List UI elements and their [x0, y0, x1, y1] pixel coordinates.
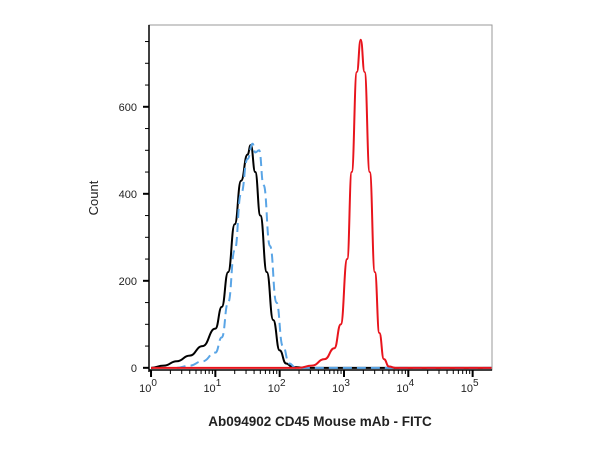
- y-tick-label: 0: [131, 363, 137, 375]
- series-layer: [151, 38, 492, 369]
- series-line-1: [176, 142, 492, 369]
- x-tick-label: 101: [203, 378, 221, 395]
- y-tick-label: 200: [119, 276, 137, 288]
- axes-layer: 0 200 400 600 100 101 102 103 104 105: [119, 41, 479, 395]
- y-tick-label: 400: [119, 189, 137, 201]
- plot-frame: [148, 24, 493, 371]
- x-tick-label: 105: [461, 378, 479, 395]
- y-axis-label: Count: [86, 180, 101, 215]
- x-tick-label: 103: [332, 378, 350, 395]
- series-line-2: [151, 38, 492, 369]
- x-tick-label: 100: [139, 378, 157, 395]
- x-axis-label: Ab094902 CD45 Mouse mAb - FITC: [208, 414, 432, 429]
- x-tick-label: 104: [396, 378, 414, 395]
- y-tick-label: 600: [119, 102, 137, 114]
- x-tick-label: 102: [268, 378, 286, 395]
- series-line-0: [151, 144, 492, 369]
